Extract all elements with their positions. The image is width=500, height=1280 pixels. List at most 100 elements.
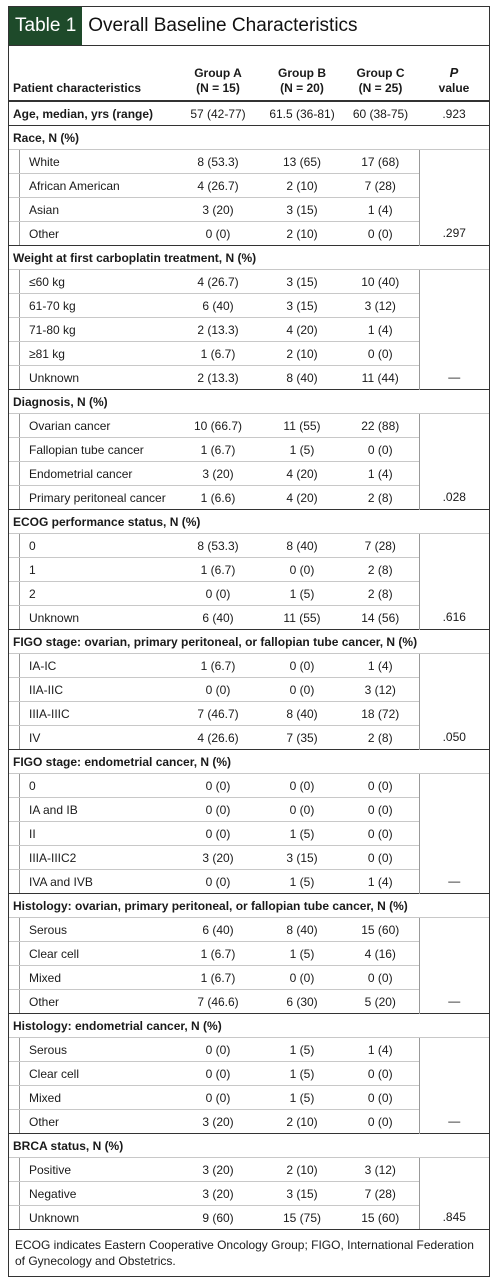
data-row: IVA and IVB 0 (0) 1 (5) 1 (4)	[9, 869, 489, 894]
cell: 10 (40)	[342, 269, 419, 294]
data-row: Asian 3 (20) 3 (15) 1 (4)	[9, 197, 489, 222]
cell: 1 (6.6)	[174, 485, 262, 510]
cell: 6 (40)	[174, 293, 262, 318]
cell: 1 (5)	[262, 581, 342, 606]
cell: 1 (4)	[342, 1037, 419, 1062]
cell: 15 (60)	[342, 1205, 419, 1229]
cell: 0 (0)	[342, 965, 419, 990]
cell: 61.5 (36-81)	[269, 106, 335, 121]
row-label: IA-IC	[9, 653, 174, 678]
section-title-row: Diagnosis, N (%)	[9, 389, 489, 414]
section-title-row: BRCA status, N (%)	[9, 1133, 489, 1158]
cell: 13 (65)	[262, 149, 342, 174]
cell: 0 (0)	[262, 653, 342, 678]
table-title: Overall Baseline Characteristics	[88, 15, 358, 36]
cell: 1 (5)	[262, 437, 342, 462]
cell: 4 (20)	[262, 317, 342, 342]
data-row: II 0 (0) 1 (5) 0 (0)	[9, 821, 489, 846]
cell: 4 (26.7)	[174, 269, 262, 294]
row-label: Asian	[9, 197, 174, 222]
row-label: IIIA-IIIC	[9, 701, 174, 726]
row-label: IVA and IVB	[9, 869, 174, 894]
p-value: .028	[418, 413, 489, 510]
data-row: Ovarian cancer 10 (66.7) 11 (55) 22 (88) .02…	[9, 413, 489, 510]
cell: 60 (38-75)	[352, 106, 409, 121]
row-label: ≥81 kg	[9, 341, 174, 366]
section-title: Race, N (%)	[9, 125, 489, 150]
cell: 1 (4)	[342, 317, 419, 342]
cell: 2 (10)	[262, 1157, 342, 1182]
p-value: —	[418, 773, 489, 894]
cell: 22 (88)	[342, 413, 419, 438]
row-label: Ovarian cancer	[9, 413, 174, 438]
cell: 3 (20)	[174, 461, 262, 486]
section-title: FIGO stage: endometrial cancer, N (%)	[9, 749, 489, 774]
row-label: II	[9, 821, 174, 846]
cell: 0 (0)	[174, 1061, 262, 1086]
cell: 0 (0)	[262, 965, 342, 990]
data-row: Clear cell 1 (6.7) 1 (5) 4 (16)	[9, 941, 489, 966]
cell: 3 (15)	[262, 269, 342, 294]
row-label: Unknown	[9, 1205, 174, 1229]
section-title: Histology: endometrial cancer, N (%)	[9, 1013, 489, 1038]
cell: 2 (8)	[342, 485, 419, 510]
row-label: Serous	[9, 917, 174, 942]
row-label: 71-80 kg	[9, 317, 174, 342]
p-value: .050	[418, 653, 489, 750]
cell: 1 (5)	[262, 1061, 342, 1086]
row-label: ≤60 kg	[9, 269, 174, 294]
cell: 11 (44)	[342, 365, 419, 390]
cell: 0 (0)	[174, 1037, 262, 1062]
data-row: Other 7 (46.6) 6 (30) 5 (20)	[9, 989, 489, 1014]
cell: 3 (15)	[262, 293, 342, 318]
data-row: Mixed 1 (6.7) 0 (0) 0 (0)	[9, 965, 489, 990]
cell: 3 (20)	[174, 845, 262, 870]
cell: 2 (10)	[262, 221, 342, 246]
section-title-row: Race, N (%)	[9, 125, 489, 150]
cell: 2 (10)	[262, 341, 342, 366]
data-row: Other 0 (0) 2 (10) 0 (0)	[9, 221, 489, 246]
cell: 7 (28)	[342, 173, 419, 198]
cell: 1 (6.7)	[174, 653, 262, 678]
cell: 3 (12)	[342, 293, 419, 318]
row-label: IIA-IIC	[9, 677, 174, 702]
section-title: Diagnosis, N (%)	[9, 389, 489, 414]
data-row: Unknown 6 (40) 11 (55) 14 (56)	[9, 605, 489, 630]
cell: 7 (28)	[342, 533, 419, 558]
cell: 0 (0)	[342, 773, 419, 798]
section-title-row: Histology: ovarian, primary peritoneal, …	[9, 893, 489, 918]
cell: 3 (15)	[262, 845, 342, 870]
cell: 1 (5)	[262, 869, 342, 894]
data-row: Fallopian tube cancer 1 (6.7) 1 (5) 0 (0)	[9, 437, 489, 462]
cell: 4 (20)	[262, 485, 342, 510]
cell: 0 (0)	[342, 821, 419, 846]
row-label: Endometrial cancer	[9, 461, 174, 486]
header-line: Group C	[356, 66, 405, 80]
row-label: 0	[9, 533, 174, 558]
header-line: Patient characteristics	[13, 81, 142, 95]
header-line: (N = 20)	[280, 81, 324, 95]
data-row: Unknown 2 (13.3) 8 (40) 11 (44)	[9, 365, 489, 390]
p-value: .297	[418, 149, 489, 246]
age-row: Age, median, yrs (range) 57 (42-77) 61.5 (…	[9, 101, 489, 126]
cell: 9 (60)	[174, 1205, 262, 1229]
cell: 1 (4)	[342, 653, 419, 678]
cell: 0 (0)	[262, 557, 342, 582]
cell: 2 (13.3)	[174, 317, 262, 342]
cell: 15 (60)	[342, 917, 419, 942]
cell: 7 (46.6)	[174, 989, 262, 1014]
data-row: IIIA-IIIC 7 (46.7) 8 (40) 18 (72)	[9, 701, 489, 726]
cell: 7 (35)	[262, 725, 342, 750]
header-line: P	[449, 65, 459, 80]
data-row: 71-80 kg 2 (13.3) 4 (20) 1 (4)	[9, 317, 489, 342]
cell: 1 (6.7)	[174, 941, 262, 966]
row-label: White	[9, 149, 174, 174]
data-row: Serous 0 (0) 1 (5) 1 (4) —	[9, 1037, 489, 1134]
section-title-row: Weight at first carboplatin treatment, N…	[9, 245, 489, 270]
cell: 1 (5)	[262, 1085, 342, 1110]
header-line: (N = 25)	[358, 81, 403, 95]
header-line: Group B	[278, 66, 326, 80]
